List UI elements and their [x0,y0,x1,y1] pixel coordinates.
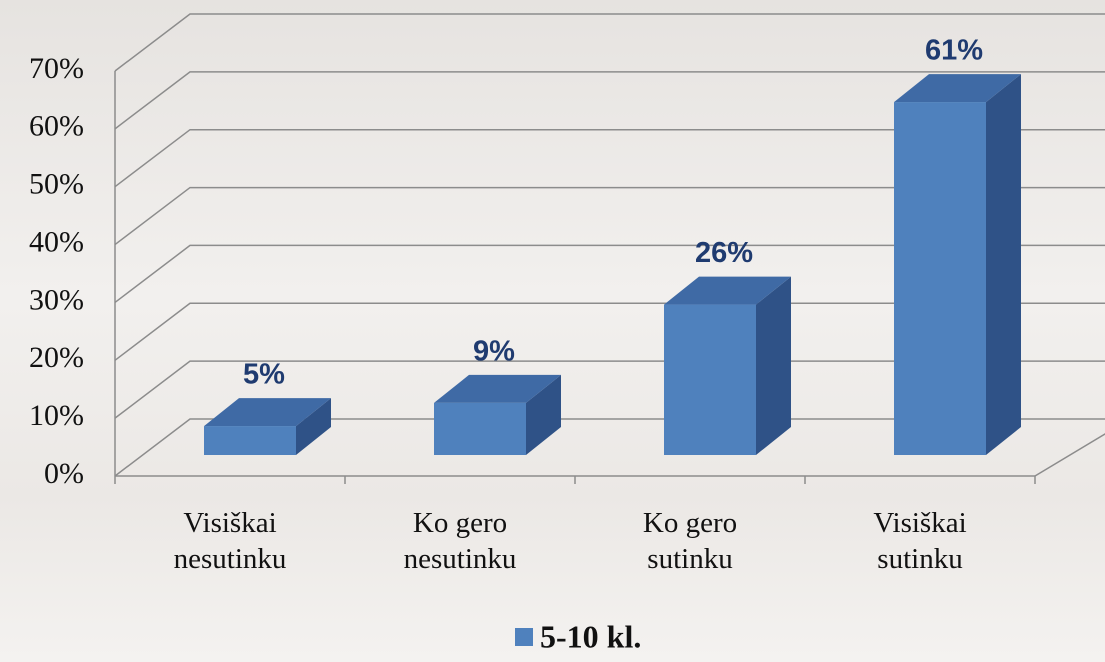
y-tick-label: 70% [29,52,84,85]
x-tick-label: Visiškai nesutinku [173,507,287,575]
grid-line [114,71,1105,130]
bar [894,102,986,456]
legend-label: 5-10 kl. [540,618,641,654]
data-label: 5% [243,359,285,391]
grid-line [114,244,1105,304]
y-tick-label: 30% [29,283,84,316]
data-label: 61% [925,35,983,67]
grid-line [114,360,1105,419]
grid-line [114,128,1105,188]
y-tick-label: 50% [29,168,84,201]
legend-swatch [515,628,533,646]
bar-top [664,276,791,305]
y-tick-label: 0% [44,457,84,490]
y-tick-label: 10% [29,399,84,432]
grid-line [114,302,1105,361]
x-tick-label: Visiškai sutinku [873,507,967,575]
bar-side [756,276,791,455]
grid-line [114,13,1105,72]
grid-line [114,186,1105,246]
x-tick-label: Ko gero nesutinku [403,507,517,575]
grid-line [114,418,1105,477]
bar-top [204,398,331,427]
bar-top [434,374,561,403]
bar-side [296,398,331,455]
x-tick-label: Ko gero sutinku [642,507,738,575]
bar [664,304,756,455]
bar-side [986,74,1021,456]
y-tick-label: 60% [29,110,84,143]
bar-top [894,74,1021,103]
floor-side [1034,433,1105,477]
y-tick-label: 20% [29,341,84,374]
bar [434,402,526,455]
data-label: 26% [695,237,753,269]
bar [204,426,296,455]
data-label: 9% [473,336,515,368]
y-tick-label: 40% [29,225,84,258]
bar-side [526,374,561,455]
